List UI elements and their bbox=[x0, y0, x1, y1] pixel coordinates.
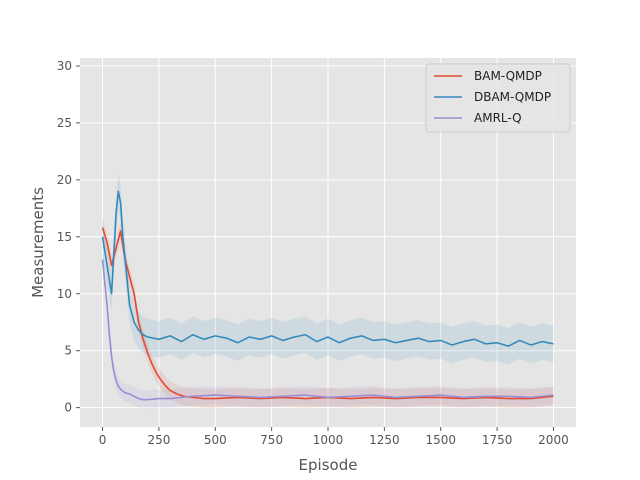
dbam-qmdp-band bbox=[102, 173, 554, 365]
legend-entry: BAM-QMDP bbox=[474, 69, 542, 83]
series-lines bbox=[101, 190, 554, 401]
x-tick-label: 0 bbox=[99, 433, 107, 447]
y-axis-ticks: 0 5 10 15 20 25 30 bbox=[57, 59, 80, 415]
x-tick-label: 750 bbox=[260, 433, 283, 447]
x-tick-label: 1750 bbox=[482, 433, 513, 447]
y-tick-label: 0 bbox=[64, 401, 72, 415]
x-tick-label: 250 bbox=[147, 433, 170, 447]
legend-frame bbox=[425, 63, 571, 133]
dbam-qmdp-line bbox=[101, 190, 554, 347]
x-tick-label: 1250 bbox=[369, 433, 400, 447]
y-tick-label: 10 bbox=[57, 287, 72, 301]
legend-entry: DBAM-QMDP bbox=[474, 90, 551, 104]
x-axis-label: Episode bbox=[299, 456, 358, 474]
x-tick-label: 500 bbox=[204, 433, 227, 447]
x-tick-label: 1000 bbox=[313, 433, 344, 447]
x-tick-label: 1500 bbox=[425, 433, 456, 447]
y-tick-label: 25 bbox=[57, 116, 72, 130]
y-axis-label: Measurements bbox=[29, 187, 47, 298]
x-tick-label: 2000 bbox=[538, 433, 569, 447]
amrl-q-line bbox=[101, 259, 554, 401]
y-tick-label: 20 bbox=[57, 173, 72, 187]
amrl-q-band bbox=[102, 250, 554, 409]
y-tick-label: 5 bbox=[64, 344, 72, 358]
y-tick-label: 30 bbox=[57, 59, 72, 73]
legend: BAM-QMDP DBAM-QMDP AMRL-Q bbox=[425, 63, 571, 133]
confidence-bands bbox=[102, 173, 554, 409]
y-tick-label: 15 bbox=[57, 230, 72, 244]
x-axis-ticks: 0 250 500 750 1000 1250 1500 1750 2000 bbox=[99, 427, 569, 447]
legend-entry: AMRL-Q bbox=[474, 111, 522, 125]
